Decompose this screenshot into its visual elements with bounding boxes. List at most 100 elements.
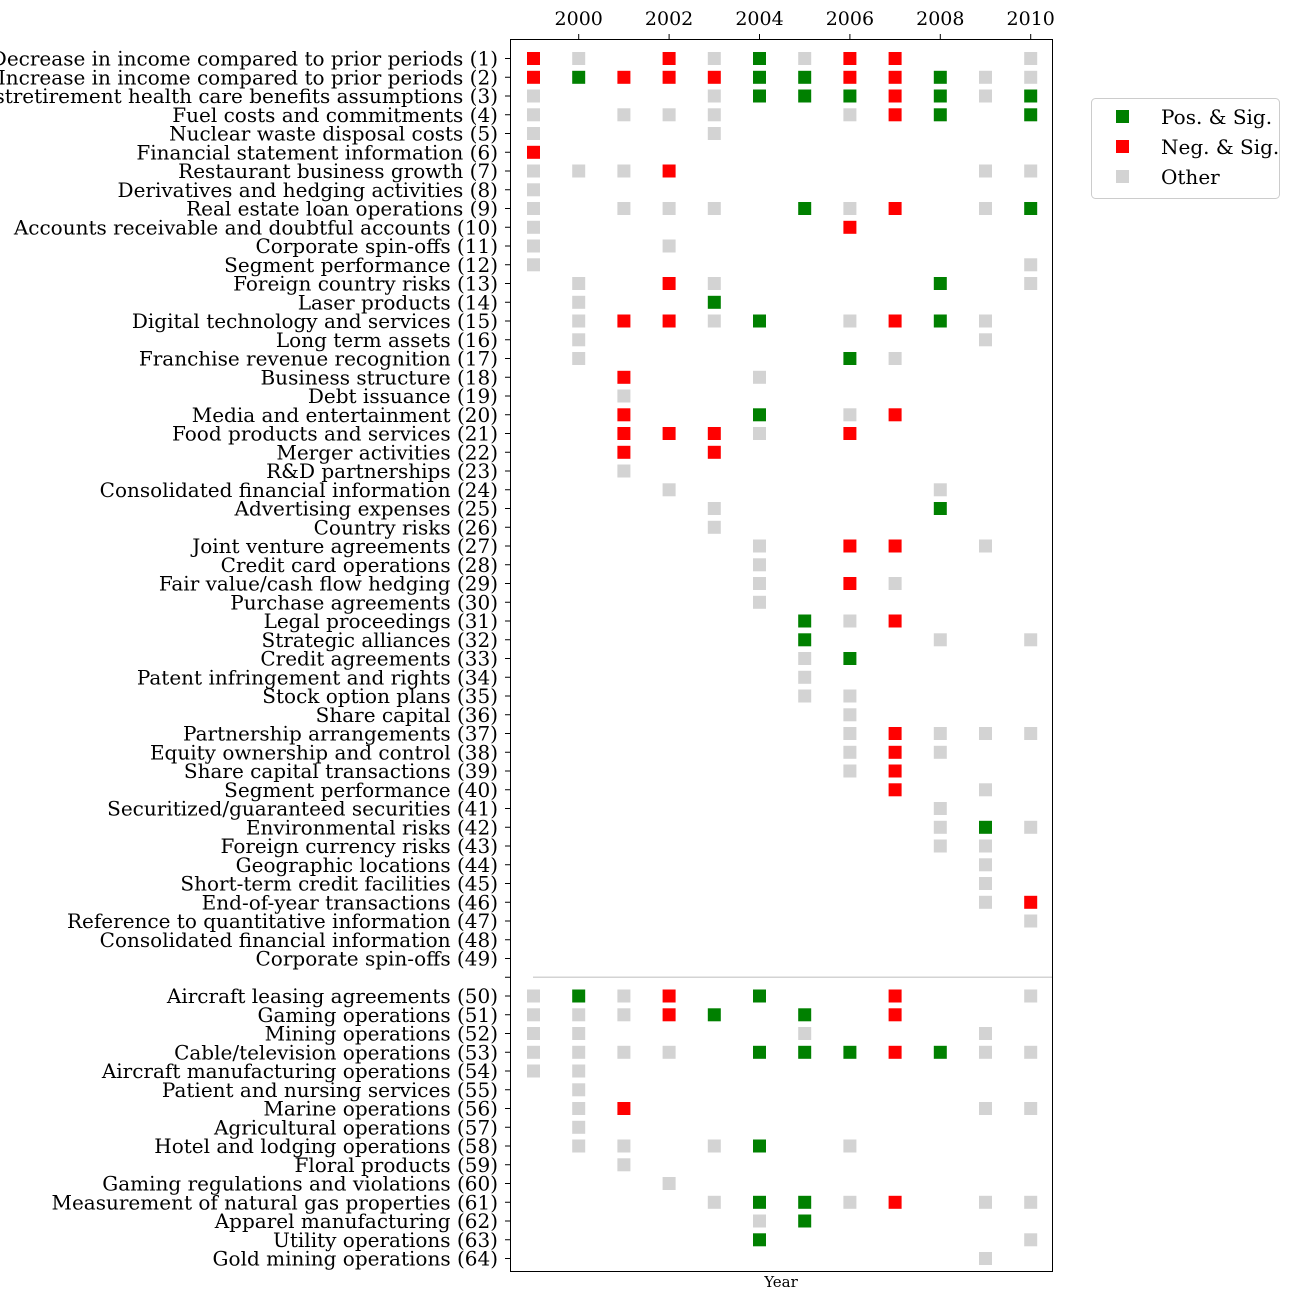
- marker-neg: [617, 445, 631, 459]
- row-label: Corporate spin-offs (49): [256, 947, 499, 971]
- row-label: Gaming regulations and violations (60): [102, 1172, 498, 1196]
- marker-other: [617, 464, 631, 478]
- marker-other: [979, 314, 992, 328]
- row-label: Merger activities (22): [276, 440, 498, 464]
- marker-pos: [753, 1139, 766, 1153]
- marker-pos: [753, 89, 766, 103]
- marker-pos: [798, 1045, 812, 1059]
- marker-other: [1024, 70, 1038, 84]
- marker-other: [572, 1102, 586, 1115]
- row-label: Long term assets (16): [276, 328, 498, 352]
- marker-neg: [1024, 895, 1038, 909]
- marker-neg: [662, 277, 676, 290]
- row-label: Cable/television operations (53): [174, 1040, 498, 1064]
- row-label: Debt issuance (19): [308, 384, 498, 408]
- marker-pos: [843, 352, 857, 365]
- marker-other: [662, 108, 676, 122]
- marker-other: [572, 333, 586, 347]
- marker-other: [572, 52, 586, 65]
- row-label: Derivatives and hedging activities (8): [118, 178, 498, 202]
- marker-other: [1024, 1195, 1038, 1209]
- marker-pos: [1024, 89, 1038, 103]
- marker-other: [798, 52, 812, 65]
- marker-other: [617, 108, 631, 122]
- row-label: Hotel and lodging operations (58): [154, 1134, 498, 1158]
- marker-pos: [753, 408, 766, 422]
- marker-other: [572, 1120, 586, 1134]
- marker-neg: [617, 70, 631, 84]
- marker-neg: [662, 989, 676, 1003]
- marker-other: [617, 1139, 631, 1153]
- row-label: Corporate spin-offs (11): [256, 234, 499, 258]
- marker-other: [527, 1064, 540, 1078]
- marker-pos: [753, 70, 766, 84]
- marker-neg: [888, 614, 902, 628]
- marker-other: [1024, 633, 1038, 647]
- marker-pos: [798, 1195, 812, 1209]
- marker-other: [979, 839, 992, 853]
- marker-other: [707, 52, 721, 65]
- marker-neg: [617, 314, 631, 328]
- marker-other: [662, 483, 676, 497]
- row-label: Advertising expenses (25): [234, 497, 499, 521]
- marker-other: [572, 1045, 586, 1059]
- marker-other: [707, 520, 721, 534]
- marker-other: [1024, 914, 1038, 928]
- marker-other: [933, 633, 947, 647]
- row-label: Fuel costs and commitments (4): [172, 103, 498, 127]
- marker-pos: [753, 989, 766, 1003]
- marker-other: [753, 558, 766, 572]
- marker-neg: [843, 427, 857, 440]
- row-label: Digital technology and services (15): [132, 309, 498, 333]
- marker-pos: [707, 295, 721, 309]
- row-label: Marine operations (56): [263, 1097, 498, 1121]
- marker-other: [843, 314, 857, 328]
- row-label: R&D partnerships (23): [266, 459, 498, 483]
- row-label: Fair value/cash flow hedging (29): [159, 572, 498, 596]
- marker-pos: [707, 1008, 721, 1022]
- marker-other: [1024, 1045, 1038, 1059]
- x-tick-label: 2006: [826, 8, 874, 30]
- row-label: Share capital transactions (39): [184, 759, 498, 783]
- marker-other: [979, 70, 992, 84]
- row-label: Foreign currency risks (43): [221, 834, 498, 858]
- marker-other: [1024, 258, 1038, 272]
- marker-other: [933, 820, 947, 834]
- marker-other: [979, 1045, 992, 1059]
- marker-other: [617, 389, 631, 403]
- marker-other: [843, 1195, 857, 1209]
- marker-neg: [888, 314, 902, 328]
- marker-pos: [933, 1045, 947, 1059]
- row-label: Strategic alliances (32): [262, 628, 498, 652]
- row-label: Share capital (36): [316, 703, 498, 727]
- row-label: Increase in income compared to prior per…: [0, 65, 498, 89]
- marker-other: [798, 1027, 812, 1040]
- marker-neg: [843, 52, 857, 65]
- marker-pos: [933, 108, 947, 122]
- marker-other: [798, 670, 812, 684]
- row-label: Laser products (14): [298, 290, 498, 314]
- marker-other: [979, 164, 992, 178]
- x-tick-group: 2000 2002 2004 2006 2008 2010: [555, 8, 1055, 40]
- marker-pos: [843, 1045, 857, 1059]
- marker-other: [572, 1027, 586, 1040]
- row-label: Foreign country risks (13): [233, 272, 498, 296]
- marker-pos: [753, 1045, 766, 1059]
- marker-other: [979, 539, 992, 553]
- marker-other: [753, 370, 766, 384]
- marker-neg: [888, 1008, 902, 1022]
- row-label: Restaurant business growth (7): [178, 159, 498, 183]
- marker-other: [979, 1027, 992, 1040]
- marker-other: [527, 239, 540, 253]
- marker-other: [527, 202, 540, 215]
- x-axis-label: Year: [763, 1273, 798, 1291]
- marker-group: [527, 52, 1038, 1265]
- marker-other: [572, 352, 586, 365]
- marker-neg: [617, 1102, 631, 1115]
- marker-other: [527, 164, 540, 178]
- x-tick-label: 2008: [916, 8, 964, 30]
- marker-other: [843, 727, 857, 740]
- marker-pos: [753, 1233, 766, 1247]
- row-label: Consolidated financial information (24): [100, 478, 498, 502]
- row-label: Equity ownership and control (38): [150, 740, 498, 764]
